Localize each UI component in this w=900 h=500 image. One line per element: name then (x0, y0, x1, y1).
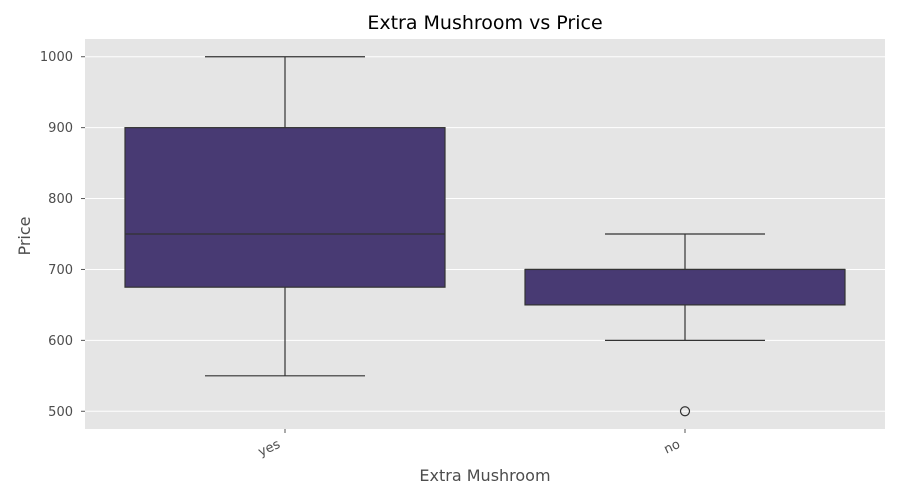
chart-title: Extra Mushroom vs Price (367, 12, 602, 34)
y-tick-label: 1000 (40, 50, 73, 65)
iqr-box (124, 127, 446, 288)
x-tick-label: yes (256, 437, 283, 460)
x-axis-ticks: yes no (256, 429, 686, 460)
box-yes (124, 56, 446, 377)
y-tick-label: 900 (48, 121, 73, 136)
box-no (524, 233, 846, 417)
y-tick-label: 800 (48, 192, 73, 207)
y-tick-label: 700 (48, 263, 73, 278)
iqr-box (524, 268, 846, 306)
x-tick-label: no (662, 437, 683, 457)
y-axis-label: Price (15, 216, 34, 255)
outlier-point (679, 406, 691, 417)
y-tick-label: 600 (48, 334, 73, 349)
box-series (124, 56, 846, 417)
y-axis-ticks: 500 600 700 800 900 1000 (40, 50, 85, 420)
y-tick-label: 500 (48, 405, 73, 420)
x-axis-label: Extra Mushroom (419, 466, 550, 485)
